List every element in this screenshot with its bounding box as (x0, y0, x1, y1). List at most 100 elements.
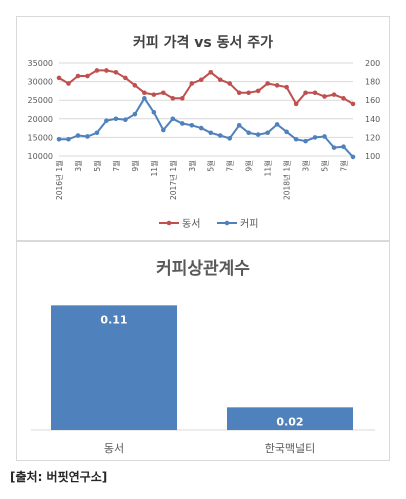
dongsuh-point (104, 68, 109, 73)
coffee-point (189, 123, 195, 128)
bar-data-label: 0.02 (276, 415, 303, 428)
dongsuh-point (123, 75, 128, 81)
coffee-point (227, 136, 233, 141)
dongsuh-point (113, 70, 119, 75)
coffee-point (198, 125, 204, 131)
x-tick-label: 7월 (225, 160, 235, 172)
dongsuh-point (161, 90, 166, 96)
dongsuh-point (132, 83, 138, 88)
coffee-point (236, 123, 242, 128)
bar-category-label: 한국맥널티 (265, 442, 316, 455)
coffee-point (341, 144, 346, 149)
coffee-point (255, 132, 261, 137)
coffee-point (151, 109, 157, 115)
coffee-point (274, 122, 280, 127)
bar-2 (227, 407, 353, 430)
coffee-point (322, 134, 327, 139)
x-tick-label: 5월 (92, 160, 102, 172)
dongsuh-point (170, 96, 176, 101)
dongsuh-point (94, 68, 100, 73)
dongsuh-point (179, 96, 185, 101)
coffee-point (132, 111, 138, 117)
coffee-point (312, 135, 318, 140)
y-left-tick-label: 20000 (28, 115, 53, 124)
legend-coffee-label: 커피 (240, 218, 258, 230)
coffee-point (350, 154, 356, 160)
y-right-tick-label: 160 (365, 96, 380, 105)
coffee-point (104, 118, 109, 123)
legend-dongsuh-marker (166, 220, 172, 226)
x-tick-label: 3월 (301, 160, 311, 172)
coffee-series-line (59, 96, 354, 158)
dongsuh-point (350, 101, 356, 107)
dongsuh-point (66, 81, 71, 86)
coffee-point (113, 116, 119, 122)
dongsuh-point (198, 77, 204, 83)
coffee-point (303, 138, 308, 144)
dongsuh-point (284, 84, 289, 90)
coffee-point (85, 134, 90, 139)
coffee-point (75, 133, 81, 138)
legend-coffee-marker (224, 220, 230, 226)
coffee-point (208, 130, 214, 136)
x-tick-label: 11월 (263, 160, 273, 177)
dongsuh-point (331, 92, 337, 97)
x-tick-label: 5월 (320, 160, 330, 172)
bar-data-label: 0.11 (100, 313, 127, 326)
dongsuh-point (293, 101, 299, 107)
source-note: [출처: 버핏연구소] (10, 470, 108, 484)
coffee-point (217, 133, 223, 138)
coffee-point (56, 136, 62, 142)
dongsuh-point (341, 96, 346, 101)
dongsuh-point (265, 81, 270, 86)
dongsuh-point (322, 94, 327, 99)
dongsuh-point (56, 75, 62, 81)
coffee-point (179, 121, 185, 126)
x-tick-label: 7월 (339, 160, 349, 172)
coffee-point (246, 130, 251, 136)
dongsuh-series-line (58, 69, 354, 106)
bar-chart-title: 커피상관계수 (156, 259, 250, 279)
coffee-point (265, 130, 270, 136)
dongsuh-point (142, 90, 147, 96)
bar-category-label: 동서 (104, 442, 124, 455)
dongsuh-point (255, 88, 261, 94)
coffee-point (170, 116, 176, 122)
y-right-tick-label: 120 (365, 133, 380, 142)
y-right-tick-label: 180 (365, 78, 380, 87)
dongsuh-point (85, 73, 90, 79)
coffee-point (284, 129, 289, 135)
dongsuh-point (246, 90, 251, 96)
dongsuh-point (236, 90, 242, 96)
y-left-tick-label: 10000 (28, 152, 53, 161)
dongsuh-point (208, 70, 214, 75)
dongsuh-point (227, 81, 233, 86)
x-tick-label: 11월 (149, 160, 159, 177)
dongsuh-point (151, 92, 157, 97)
y-left-tick-label: 35000 (28, 59, 53, 68)
x-tick-label: 9월 (130, 160, 140, 172)
dongsuh-point (217, 77, 223, 83)
dongsuh-point (312, 90, 318, 96)
bar-chart-panel: 커피상관계수 0.11 동서 0.02 한국맥널티 (16, 241, 390, 461)
x-tick-label: 3월 (187, 160, 197, 172)
coffee-point (331, 145, 337, 150)
dongsuh-point (303, 90, 308, 96)
legend-dongsuh-label: 동서 (182, 218, 200, 230)
dongsuh-point (274, 83, 280, 88)
y-left-tick-label: 15000 (28, 133, 53, 142)
dongsuh-point (189, 81, 195, 86)
y-right-tick-label: 200 (365, 59, 380, 68)
line-chart-title: 커피 가격 vs 동서 주가 (133, 34, 273, 51)
x-tick-label: 5월 (206, 160, 216, 172)
coffee-point (66, 136, 71, 142)
y-left-tick-label: 30000 (28, 78, 53, 87)
coffee-point (123, 117, 128, 123)
dongsuh-point (75, 73, 81, 79)
y-right-tick-label: 140 (365, 115, 380, 124)
y-right-tick-label: 100 (365, 152, 380, 161)
bar-chart: 커피상관계수 0.11 동서 0.02 한국맥널티 (31, 259, 375, 455)
x-tick-label: 7월 (111, 160, 121, 172)
line-chart-panel: 커피 가격 vs 동서 주가 10000 15000 20000 25000 30000 3… (16, 16, 390, 241)
x-tick-label: 3월 (73, 160, 83, 172)
